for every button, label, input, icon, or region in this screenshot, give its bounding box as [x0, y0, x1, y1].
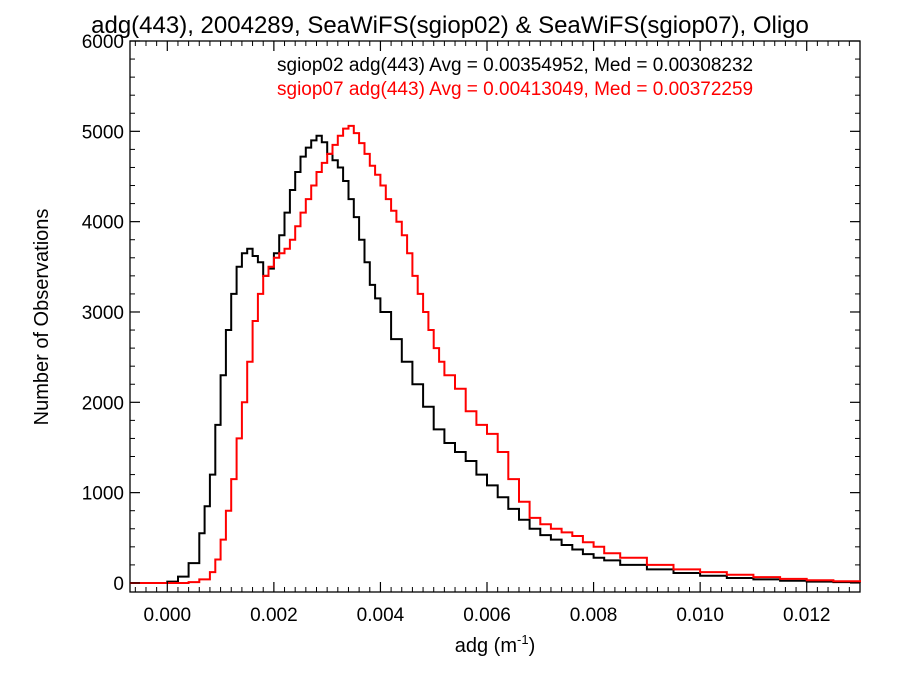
x-tick-label: 0.000 — [144, 605, 192, 626]
y-tick-label: 1000 — [82, 484, 124, 505]
x-tick-label: 0.006 — [463, 605, 511, 626]
annotation-layer: sgiop02 adg(443) Avg = 0.00354952, Med =… — [277, 55, 753, 100]
x-axis-label-close: ) — [529, 635, 536, 657]
x-tick-label: 0.004 — [357, 605, 405, 626]
x-tick-label: 0.010 — [676, 605, 724, 626]
y-tick-label: 6000 — [82, 32, 124, 53]
x-tick-label: 0.002 — [250, 605, 298, 626]
series-line-sgiop02 — [130, 134, 861, 584]
y-tick-label: 2000 — [82, 393, 124, 414]
series-line-sgiop07 — [130, 124, 861, 584]
y-tick-label: 0 — [113, 574, 124, 595]
chart-title: adg(443), 2004289, SeaWiFS(sgiop02) & Se… — [91, 12, 809, 39]
x-tick-label: 0.008 — [570, 605, 618, 626]
stats-annotation-sgiop07: sgiop07 adg(443) Avg = 0.00413049, Med =… — [277, 79, 753, 100]
plot-border — [129, 40, 861, 593]
x-axis-label-main: adg (m — [455, 635, 517, 657]
plot-frame — [129, 40, 861, 593]
x-tick-label: 0.012 — [783, 605, 831, 626]
x-axis-label-exponent: -1 — [517, 632, 529, 647]
y-tick-label: 3000 — [82, 303, 124, 324]
ticks-layer: 0.000 0.002 0.004 0.006 0.008 0.010 0.012 0 1000… — [82, 32, 861, 626]
series-layer — [130, 124, 861, 584]
y-tick-label: 5000 — [82, 122, 124, 143]
y-tick-label: 4000 — [82, 213, 124, 234]
y-axis-label: Number of Observations — [31, 209, 53, 426]
stats-annotation-sgiop02: sgiop02 adg(443) Avg = 0.00354952, Med =… — [277, 55, 753, 76]
x-axis-label: adg (m-1) — [455, 632, 535, 657]
